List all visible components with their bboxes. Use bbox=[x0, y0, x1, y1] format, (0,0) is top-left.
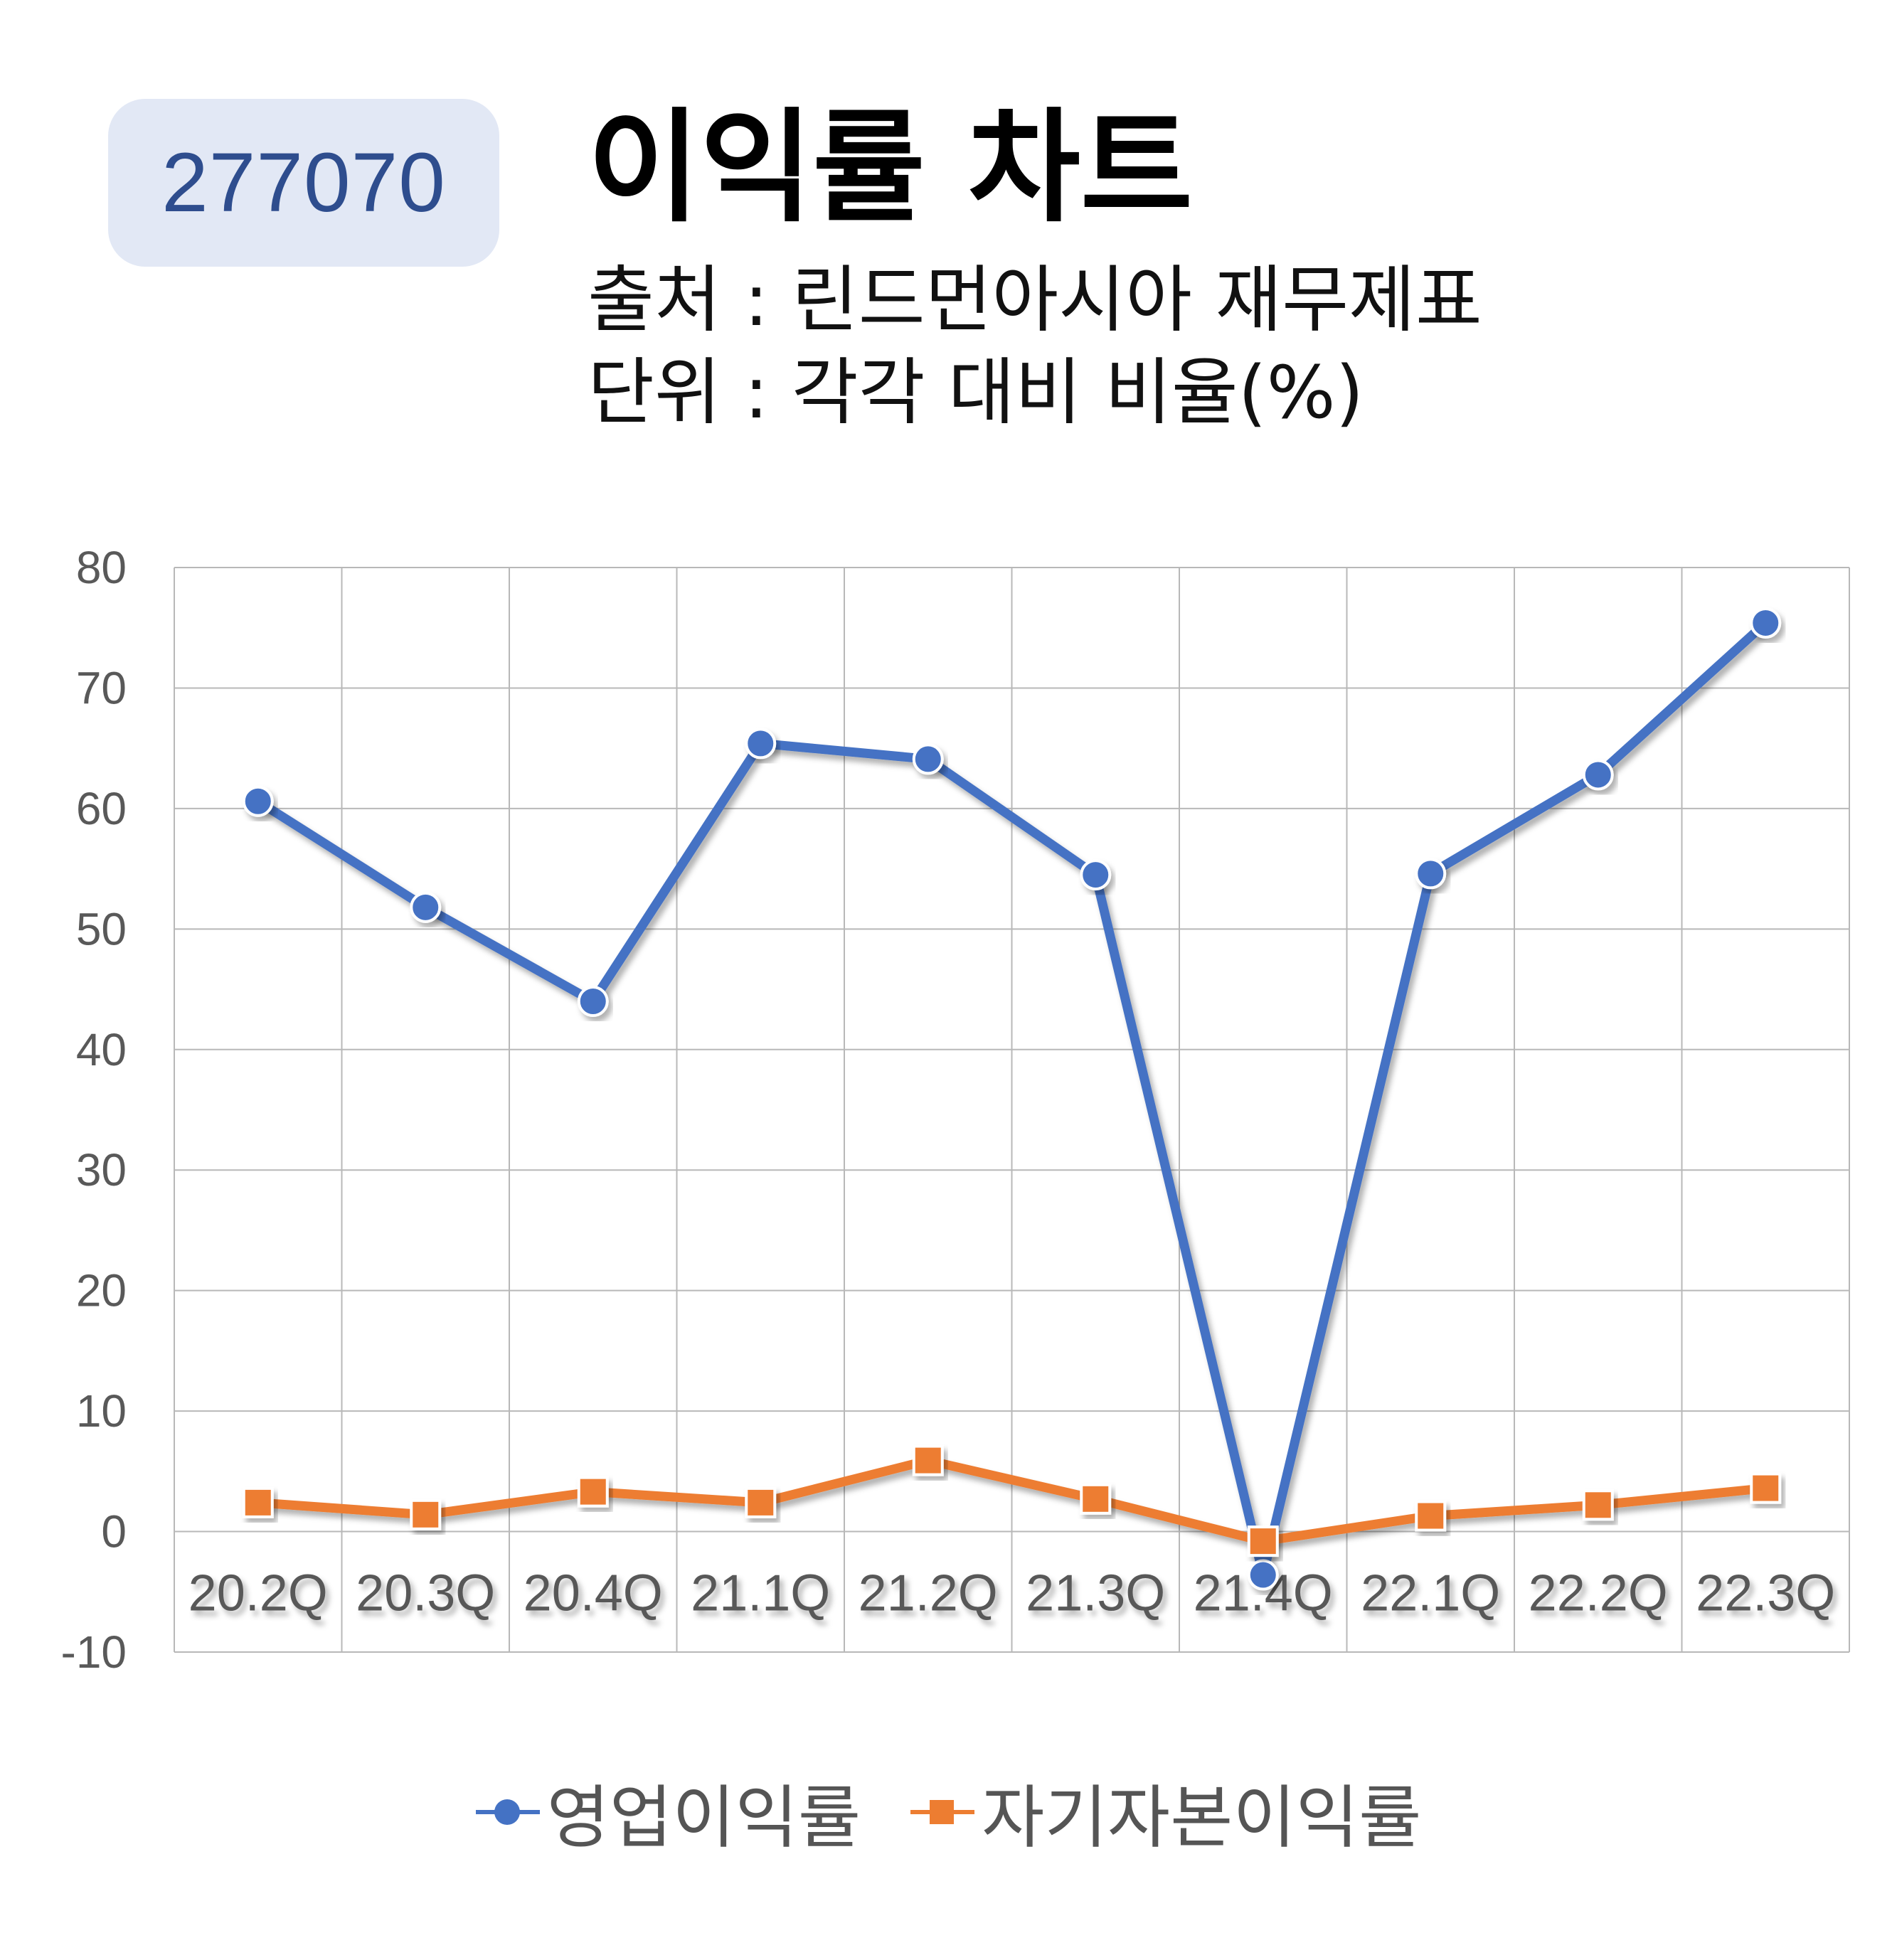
data-point bbox=[1750, 1472, 1782, 1504]
data-point bbox=[242, 785, 274, 817]
legend-item-roe: 자기자본이익률 bbox=[910, 1762, 1421, 1861]
data-point bbox=[1415, 858, 1447, 890]
ticker-badge: 277070 bbox=[108, 99, 499, 267]
data-point bbox=[1247, 1559, 1279, 1591]
x-tick-label: 20.4Q bbox=[524, 1565, 663, 1621]
x-tick-label: 21.1Q bbox=[691, 1565, 830, 1621]
unit-note: 단위 : 각각 대비 비율(%) bbox=[588, 351, 1364, 435]
data-point bbox=[410, 1498, 442, 1530]
ticker-code: 277070 bbox=[161, 136, 446, 230]
data-point bbox=[912, 743, 944, 775]
data-point bbox=[1582, 759, 1614, 791]
y-tick-label: 60 bbox=[76, 783, 127, 834]
y-tick-label: 10 bbox=[76, 1385, 127, 1437]
y-tick-label: 30 bbox=[76, 1144, 127, 1195]
data-point bbox=[1415, 1500, 1447, 1532]
data-point bbox=[1750, 607, 1782, 639]
y-tick-label: 0 bbox=[101, 1506, 127, 1557]
y-tick-label: 80 bbox=[76, 542, 127, 593]
series-line bbox=[253, 618, 1770, 1580]
y-tick-label: 70 bbox=[76, 662, 127, 713]
x-tick-label: 22.1Q bbox=[1361, 1565, 1500, 1621]
legend-label: 영업이익률 bbox=[546, 1778, 861, 1858]
series-1 bbox=[242, 607, 1782, 1591]
x-axis-ticks: 20.2Q 20.3Q 20.4Q 21.1Q 21.2Q 21.3Q 21.4Q 22.1Q… bbox=[188, 1565, 1836, 1621]
data-point bbox=[1080, 859, 1112, 891]
circle-marker-icon bbox=[475, 1791, 540, 1833]
y-tick-label: -10 bbox=[61, 1626, 127, 1678]
data-point bbox=[745, 1486, 777, 1518]
y-axis-ticks: 80 70 60 50 40 30 20 10 0 -10 bbox=[61, 542, 127, 1678]
source-note: 출처 : 린드먼아시아 재무제표 bbox=[588, 258, 1482, 343]
data-point bbox=[577, 986, 609, 1017]
data-point bbox=[1247, 1525, 1279, 1557]
data-point bbox=[410, 891, 442, 923]
legend-item-operating-margin: 영업이익률 bbox=[475, 1762, 861, 1861]
data-point bbox=[577, 1476, 609, 1508]
data-point bbox=[1080, 1483, 1112, 1515]
legend: 영업이익률 자기자본이익률 bbox=[0, 1762, 1897, 1861]
x-tick-label: 22.2Q bbox=[1529, 1565, 1668, 1621]
y-tick-label: 50 bbox=[76, 903, 127, 954]
series-layer bbox=[242, 607, 1782, 1591]
y-tick-label: 40 bbox=[76, 1024, 127, 1075]
grid-layer bbox=[174, 567, 1850, 1653]
data-point bbox=[242, 1486, 274, 1518]
x-tick-label: 21.3Q bbox=[1026, 1565, 1165, 1621]
x-tick-label: 20.2Q bbox=[188, 1565, 328, 1621]
series-2 bbox=[242, 1444, 1782, 1557]
legend-label: 자기자본이익률 bbox=[982, 1778, 1422, 1858]
data-point bbox=[745, 728, 777, 760]
x-tick-label: 21.2Q bbox=[859, 1565, 998, 1621]
chart-title: 이익률 차트 bbox=[588, 96, 1194, 239]
series-line bbox=[253, 1456, 1770, 1546]
data-point bbox=[1582, 1489, 1614, 1521]
data-point bbox=[912, 1444, 944, 1476]
y-tick-label: 20 bbox=[76, 1265, 127, 1316]
x-tick-label: 20.3Q bbox=[356, 1565, 495, 1621]
square-marker-icon bbox=[910, 1791, 975, 1833]
x-tick-label: 22.3Q bbox=[1696, 1565, 1835, 1621]
